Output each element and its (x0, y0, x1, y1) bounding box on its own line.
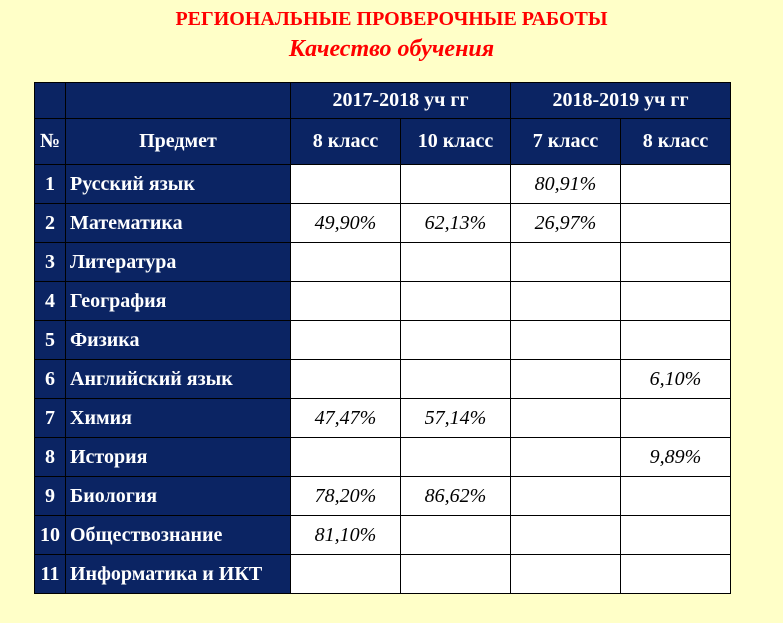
header-corner-subject (65, 82, 291, 119)
table-row: 7 Химия 47,47% 57,14% (34, 398, 731, 438)
table-header-grades: № Предмет 8 класс 10 класс 7 класс 8 кла… (34, 118, 731, 165)
row-subject: Биология (65, 476, 291, 516)
row-number: 9 (34, 476, 66, 516)
table-row: 5 Физика (34, 320, 731, 360)
header-year-2017-2018: 2017-2018 уч гг (290, 82, 511, 119)
row-number: 7 (34, 398, 66, 438)
row-value: 26,97% (510, 203, 621, 243)
table-row: 11 Информатика и ИКТ (34, 554, 731, 594)
row-value (290, 437, 401, 477)
table-row: 1 Русский язык 80,91% (34, 164, 731, 204)
row-subject: География (65, 281, 291, 321)
row-value (290, 359, 401, 399)
row-subject: Физика (65, 320, 291, 360)
row-value: 9,89% (620, 437, 731, 477)
header-subject: Предмет (65, 118, 291, 165)
header-grade: 7 класс (510, 118, 621, 165)
row-number: 4 (34, 281, 66, 321)
row-number: 5 (34, 320, 66, 360)
table-row: 9 Биология 78,20% 86,62% (34, 476, 731, 516)
row-value (620, 203, 731, 243)
row-value: 49,90% (290, 203, 401, 243)
row-value (400, 164, 511, 204)
row-value: 6,10% (620, 359, 731, 399)
row-value (290, 164, 401, 204)
row-value (510, 281, 621, 321)
page-title: РЕГИОНАЛЬНЫЕ ПРОВЕРОЧНЫЕ РАБОТЫ (175, 8, 608, 30)
row-number: 2 (34, 203, 66, 243)
row-value (620, 398, 731, 438)
row-value (620, 476, 731, 516)
header-grade: 10 класс (400, 118, 511, 165)
row-value (290, 554, 401, 594)
row-value: 80,91% (510, 164, 621, 204)
row-value (620, 242, 731, 282)
row-value (620, 164, 731, 204)
row-subject: Математика (65, 203, 291, 243)
row-value (510, 437, 621, 477)
header-corner-num (34, 82, 66, 119)
row-value (510, 320, 621, 360)
row-number: 3 (34, 242, 66, 282)
row-value: 62,13% (400, 203, 511, 243)
row-value (510, 398, 621, 438)
header-num: № (34, 118, 66, 165)
row-value (620, 320, 731, 360)
row-value: 86,62% (400, 476, 511, 516)
row-value (620, 515, 731, 555)
row-value (400, 437, 511, 477)
row-subject: Информатика и ИКТ (65, 554, 291, 594)
row-value (290, 320, 401, 360)
table-row: 8 История 9,89% (34, 437, 731, 477)
row-value: 47,47% (290, 398, 401, 438)
row-number: 6 (34, 359, 66, 399)
row-subject: Химия (65, 398, 291, 438)
row-value (290, 242, 401, 282)
row-subject: Обществознание (65, 515, 291, 555)
page-subtitle: Качество обучения (288, 36, 495, 62)
row-value (400, 359, 511, 399)
row-value (510, 476, 621, 516)
results-table: 2017-2018 уч гг 2018-2019 уч гг № Предме… (34, 82, 731, 594)
row-number: 11 (34, 554, 66, 594)
row-value (400, 554, 511, 594)
row-value (400, 281, 511, 321)
row-value: 57,14% (400, 398, 511, 438)
row-value: 78,20% (290, 476, 401, 516)
row-value (510, 515, 621, 555)
row-value (510, 359, 621, 399)
table-row: 3 Литература (34, 242, 731, 282)
row-subject: Английский язык (65, 359, 291, 399)
row-number: 1 (34, 164, 66, 204)
row-number: 10 (34, 515, 66, 555)
row-value (400, 515, 511, 555)
row-value (620, 281, 731, 321)
table-row: 2 Математика 49,90% 62,13% 26,97% (34, 203, 731, 243)
row-value (510, 554, 621, 594)
header-grade: 8 класс (290, 118, 401, 165)
table-row: 4 География (34, 281, 731, 321)
row-value (400, 242, 511, 282)
table-row: 6 Английский язык 6,10% (34, 359, 731, 399)
row-value (510, 242, 621, 282)
row-subject: Литература (65, 242, 291, 282)
row-subject: История (65, 437, 291, 477)
row-subject: Русский язык (65, 164, 291, 204)
header-year-2018-2019: 2018-2019 уч гг (510, 82, 731, 119)
row-value (400, 320, 511, 360)
table-row: 10 Обществознание 81,10% (34, 515, 731, 555)
row-value (290, 281, 401, 321)
header-grade: 8 класс (620, 118, 731, 165)
row-value (620, 554, 731, 594)
table-header-years: 2017-2018 уч гг 2018-2019 уч гг (34, 82, 731, 119)
row-number: 8 (34, 437, 66, 477)
row-value: 81,10% (290, 515, 401, 555)
